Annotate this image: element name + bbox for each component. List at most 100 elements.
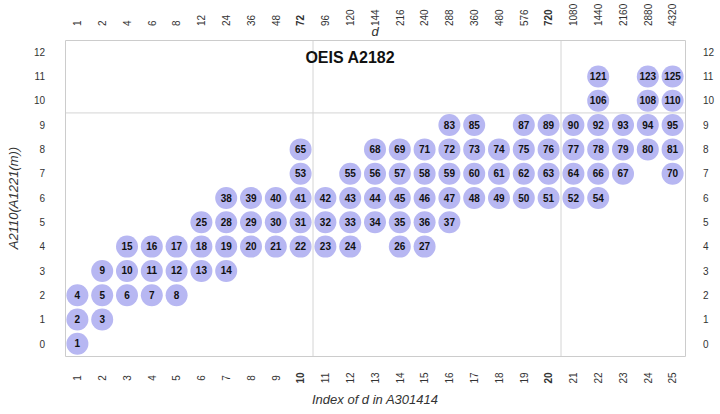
- point: [339, 236, 361, 258]
- tick: 4320: [667, 3, 678, 40]
- tick: 14: [395, 356, 406, 384]
- point-label: 32: [320, 217, 332, 228]
- point-label: 44: [369, 193, 381, 204]
- tick-label: 3: [39, 266, 45, 277]
- point: [414, 138, 436, 160]
- point-label: 90: [568, 120, 580, 131]
- point-label: 39: [245, 193, 257, 204]
- point: [364, 138, 386, 160]
- point-label: 59: [444, 168, 456, 179]
- chart: 1234567891011121314151617181920212223242…: [0, 0, 720, 414]
- point: [190, 236, 212, 258]
- point: [141, 260, 163, 282]
- point-label: 17: [171, 241, 183, 252]
- point: [190, 260, 212, 282]
- point-label: 19: [221, 241, 233, 252]
- tick: 6: [196, 356, 207, 381]
- point-label: 45: [394, 193, 406, 204]
- tick-label: 1440: [593, 3, 604, 26]
- point-label: 1: [75, 338, 81, 349]
- tick: 240: [419, 9, 430, 40]
- tick: 3: [685, 266, 709, 277]
- point-label: 108: [639, 95, 656, 106]
- point-label: 55: [345, 168, 357, 179]
- point: [587, 187, 609, 209]
- point-label: 69: [394, 144, 406, 155]
- point-label: 11: [147, 265, 158, 276]
- point-label: 31: [295, 217, 307, 228]
- point: [662, 90, 684, 112]
- point-label: 74: [493, 144, 505, 155]
- tick-label: 17: [469, 372, 480, 384]
- tick: 1: [72, 20, 83, 40]
- point-label: 81: [667, 144, 679, 155]
- point-label: 49: [493, 193, 505, 204]
- tick: 4: [122, 20, 133, 40]
- point-label: 37: [444, 217, 456, 228]
- point-label: 56: [369, 168, 381, 179]
- point-label: 57: [394, 168, 406, 179]
- point-label: 85: [469, 120, 481, 131]
- point: [215, 236, 237, 258]
- tick-label: 24: [221, 14, 232, 26]
- point-label: 72: [444, 144, 456, 155]
- tick: 4: [147, 356, 158, 381]
- point: [562, 114, 584, 136]
- tick: 0: [39, 339, 65, 350]
- tick-label: 576: [519, 9, 530, 26]
- point: [414, 163, 436, 185]
- point-label: 58: [419, 168, 431, 179]
- point: [389, 236, 411, 258]
- point-label: 53: [295, 168, 307, 179]
- tick-label: 5: [703, 217, 709, 228]
- tick-label: 7: [39, 168, 45, 179]
- tick: 3: [39, 266, 65, 277]
- points: [66, 65, 683, 354]
- tick-label: 14: [395, 372, 406, 384]
- point: [438, 211, 460, 233]
- tick: 1: [39, 314, 65, 325]
- point-label: 94: [642, 120, 654, 131]
- point-label: 13: [196, 265, 208, 276]
- tick: 7: [685, 168, 709, 179]
- point: [637, 90, 659, 112]
- tick: 6: [39, 193, 65, 204]
- point: [91, 260, 113, 282]
- point-label: 34: [369, 217, 381, 228]
- point: [364, 187, 386, 209]
- point-label: 110: [665, 95, 682, 106]
- tick-label: 4: [703, 241, 709, 252]
- point: [215, 211, 237, 233]
- point-label: 24: [345, 241, 357, 252]
- point: [389, 211, 411, 233]
- point: [389, 187, 411, 209]
- tick: 48: [271, 14, 282, 40]
- point: [339, 211, 361, 233]
- tick-label: 2880: [643, 3, 654, 26]
- point-label: 80: [642, 144, 654, 155]
- point: [438, 114, 460, 136]
- tick: 19: [519, 356, 530, 384]
- point: [587, 163, 609, 185]
- tick: 5: [39, 217, 65, 228]
- tick-label: 9: [271, 375, 282, 381]
- point: [141, 236, 163, 258]
- point: [290, 163, 312, 185]
- point: [488, 187, 510, 209]
- point: [587, 114, 609, 136]
- tick: 11: [35, 71, 65, 82]
- tick: 24: [221, 14, 232, 40]
- point-label: 48: [469, 193, 481, 204]
- point-label: 78: [593, 144, 605, 155]
- point-label: 15: [121, 241, 133, 252]
- point: [190, 211, 212, 233]
- point-label: 68: [369, 144, 381, 155]
- tick: 2: [685, 290, 709, 301]
- tick: 480: [494, 9, 505, 40]
- tick-label: 8: [171, 20, 182, 26]
- reference-line: [313, 40, 314, 356]
- tick: 216: [395, 9, 406, 40]
- point: [463, 163, 485, 185]
- point: [240, 187, 262, 209]
- tick-label: 11: [703, 71, 714, 82]
